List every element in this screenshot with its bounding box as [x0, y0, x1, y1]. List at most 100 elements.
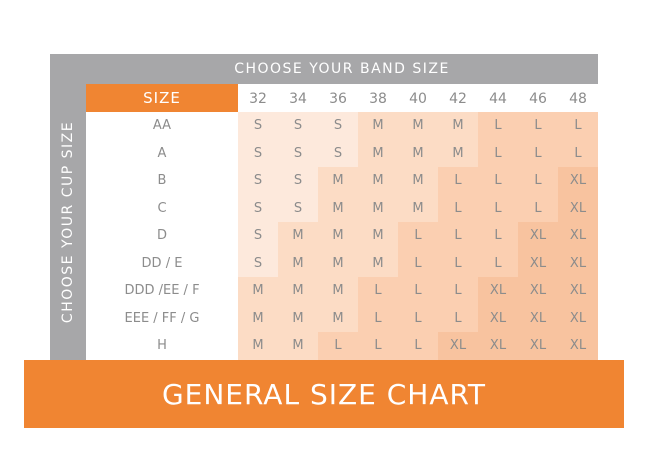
cup-label: DD / E [141, 255, 183, 271]
band-header: 42 [449, 91, 467, 107]
band-header: 32 [249, 91, 267, 107]
size-cell: XL [518, 277, 558, 306]
size-cell: M [278, 332, 318, 361]
size-cell: XL [478, 277, 518, 306]
size-cell: L [398, 249, 438, 278]
cup-size-title-bar: CHOOSE YOUR CUP SIZE [50, 84, 86, 360]
size-cell: XL [518, 304, 558, 333]
size-cell: M [318, 277, 358, 306]
size-cell: S [238, 194, 278, 223]
band-header: 48 [569, 91, 587, 107]
size-cell: L [558, 112, 598, 141]
size-cell: M [438, 112, 478, 141]
size-cell: L [478, 249, 518, 278]
size-cell: L [558, 139, 598, 168]
size-cell: M [278, 249, 318, 278]
size-cell: M [398, 139, 438, 168]
size-cell: S [238, 139, 278, 168]
size-cell: XL [558, 222, 598, 251]
size-cell: L [478, 139, 518, 168]
size-cell: M [358, 249, 398, 278]
size-header: SIZE [86, 84, 238, 112]
size-cell: L [478, 222, 518, 251]
size-table: SIZE 32 34 36 38 40 42 44 46 48 AA S S S M M M L L L A S S S M M… [86, 84, 598, 361]
size-cell: M [398, 112, 438, 141]
size-cell: S [238, 167, 278, 196]
cup-label: DDD /EE / F [124, 283, 200, 299]
size-cell: M [358, 139, 398, 168]
size-cell: M [318, 222, 358, 251]
size-cell: L [518, 139, 558, 168]
size-cell: M [358, 167, 398, 196]
cup-label: B [157, 173, 167, 189]
size-cell: M [438, 139, 478, 168]
cup-label: AA [152, 118, 172, 133]
cup-label: D [156, 228, 167, 244]
size-cell: S [238, 222, 278, 251]
size-cell: XL [518, 222, 558, 251]
size-cell: XL [518, 332, 558, 361]
size-cell: XL [478, 332, 518, 361]
cup-size-title: CHOOSE YOUR CUP SIZE [60, 120, 76, 324]
size-cell: XL [558, 249, 598, 278]
size-cell: M [358, 194, 398, 223]
size-cell: L [358, 304, 398, 333]
size-cell: S [278, 112, 318, 141]
size-cell: S [238, 249, 278, 278]
band-header: 36 [329, 91, 347, 107]
size-cell: L [358, 332, 398, 361]
size-cell: M [398, 194, 438, 223]
band-header: 46 [529, 91, 547, 107]
size-cell: M [318, 249, 358, 278]
size-cell: S [278, 167, 318, 196]
size-cell: M [318, 194, 358, 223]
size-cell: L [478, 112, 518, 141]
size-cell: M [358, 222, 398, 251]
band-size-title: CHOOSE YOUR BAND SIZE [234, 61, 450, 77]
cup-label: EEE / FF / G [124, 310, 200, 326]
size-cell: M [238, 277, 278, 306]
size-cell: S [278, 194, 318, 223]
size-cell: M [318, 167, 358, 196]
size-cell: L [438, 167, 478, 196]
size-cell: M [278, 277, 318, 306]
size-cell: M [278, 304, 318, 333]
size-cell: S [278, 139, 318, 168]
size-cell: XL [558, 304, 598, 333]
size-cell: L [478, 167, 518, 196]
size-cell: XL [558, 167, 598, 196]
size-cell: S [318, 139, 358, 168]
size-cell: XL [558, 194, 598, 223]
size-cell: M [398, 167, 438, 196]
size-cell: M [238, 304, 278, 333]
size-cell: XL [558, 332, 598, 361]
size-cell: L [398, 222, 438, 251]
size-cell: S [318, 112, 358, 141]
band-header: 44 [489, 91, 507, 107]
size-cell: S [238, 112, 278, 141]
size-cell: L [518, 112, 558, 141]
size-cell: L [518, 167, 558, 196]
size-cell: XL [558, 277, 598, 306]
size-cell: XL [478, 304, 518, 333]
size-cell: L [438, 304, 478, 333]
size-cell: M [238, 332, 278, 361]
size-cell: L [438, 277, 478, 306]
footer-title: GENERAL SIZE CHART [24, 360, 624, 428]
size-cell: M [358, 112, 398, 141]
size-cell: L [398, 304, 438, 333]
band-header: 38 [369, 91, 387, 107]
size-cell: L [478, 194, 518, 223]
cup-label: A [157, 145, 167, 161]
size-cell: XL [518, 249, 558, 278]
size-cell: M [318, 304, 358, 333]
cup-label: C [157, 200, 167, 216]
cup-label: H [157, 338, 167, 354]
size-cell: L [438, 222, 478, 251]
size-cell: L [438, 249, 478, 278]
size-cell: M [278, 222, 318, 251]
band-header: 34 [289, 91, 307, 107]
size-cell: L [398, 332, 438, 361]
size-cell: L [398, 277, 438, 306]
size-cell: L [438, 194, 478, 223]
